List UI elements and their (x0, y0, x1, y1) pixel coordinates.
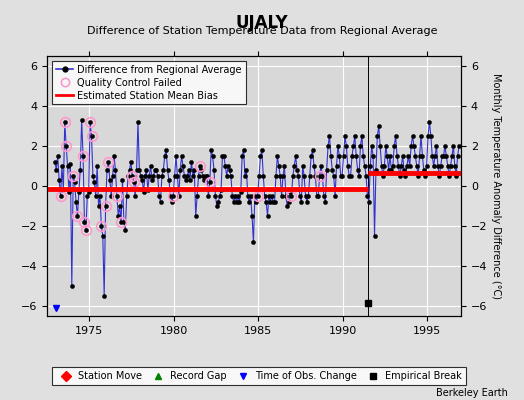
Legend: Station Move, Record Gap, Time of Obs. Change, Empirical Break: Station Move, Record Gap, Time of Obs. C… (52, 368, 466, 385)
Text: Difference of Station Temperature Data from Regional Average: Difference of Station Temperature Data f… (87, 26, 437, 36)
Y-axis label: Monthly Temperature Anomaly Difference (°C): Monthly Temperature Anomaly Difference (… (491, 73, 501, 299)
Text: Berkeley Earth: Berkeley Earth (436, 388, 508, 398)
Text: UJALY: UJALY (236, 14, 288, 32)
